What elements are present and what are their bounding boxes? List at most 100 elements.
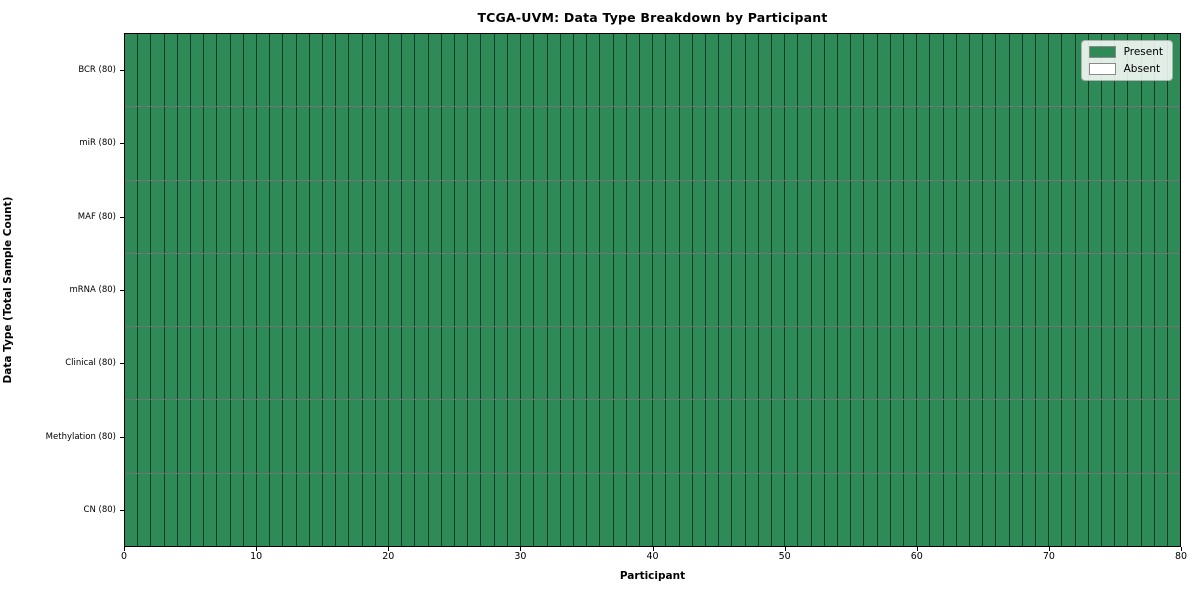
heatmap-cell bbox=[1168, 473, 1181, 546]
heatmap-cell bbox=[705, 473, 720, 546]
heatmap-cell bbox=[864, 34, 878, 107]
heatmap-cell bbox=[851, 180, 865, 253]
y-tick-mark bbox=[120, 69, 124, 71]
heatmap-cell bbox=[1009, 107, 1023, 180]
heatmap-cell bbox=[243, 180, 258, 253]
heatmap-cell bbox=[626, 473, 640, 546]
heatmap-cell bbox=[349, 34, 363, 107]
heatmap-cell bbox=[983, 473, 997, 546]
heatmap-cell bbox=[389, 473, 403, 546]
heatmap-cell bbox=[732, 327, 746, 400]
heatmap-cell bbox=[309, 400, 324, 473]
heatmap-cell bbox=[705, 400, 720, 473]
heatmap-cell bbox=[837, 34, 852, 107]
heatmap-cell bbox=[811, 327, 825, 400]
heatmap-cell bbox=[349, 253, 363, 327]
heatmap-cell bbox=[230, 180, 244, 253]
heatmap-cell bbox=[996, 34, 1010, 107]
heatmap-cell bbox=[864, 180, 878, 253]
x-tick-label: 50 bbox=[778, 551, 791, 562]
heatmap-cell bbox=[283, 107, 297, 180]
heatmap-cell bbox=[745, 253, 759, 327]
heatmap-cell bbox=[336, 107, 350, 180]
heatmap-cell bbox=[996, 253, 1010, 327]
heatmap-cell bbox=[1022, 34, 1037, 107]
heatmap-cell bbox=[943, 180, 957, 253]
heatmap-cell bbox=[798, 180, 812, 253]
heatmap-cell bbox=[402, 107, 416, 180]
heatmap-cell bbox=[521, 107, 535, 180]
heatmap-cell bbox=[151, 180, 165, 253]
heatmap-cell bbox=[1088, 180, 1103, 253]
heatmap-cell bbox=[758, 327, 772, 400]
heatmap-cell bbox=[296, 473, 310, 546]
heatmap-cell bbox=[785, 34, 799, 107]
heatmap-cell bbox=[1088, 473, 1103, 546]
x-tick-label: 20 bbox=[382, 551, 395, 562]
heatmap-cell bbox=[890, 107, 904, 180]
heatmap-cell bbox=[243, 400, 258, 473]
heatmap-cell bbox=[785, 253, 799, 327]
heatmap-cell bbox=[613, 400, 627, 473]
heatmap-cell bbox=[1062, 400, 1076, 473]
heatmap-cell bbox=[626, 107, 640, 180]
heatmap-cell bbox=[719, 400, 733, 473]
heatmap-cell bbox=[164, 107, 178, 180]
heatmap-cell bbox=[560, 327, 574, 400]
heatmap-cell bbox=[177, 400, 192, 473]
y-tick-label: BCR (80) bbox=[78, 64, 116, 75]
heatmap-cell bbox=[375, 400, 390, 473]
heatmap-cell bbox=[389, 253, 403, 327]
heatmap-cell bbox=[600, 107, 614, 180]
heatmap-cell bbox=[494, 107, 508, 180]
heatmap-cell bbox=[336, 180, 350, 253]
heatmap-cell bbox=[389, 180, 403, 253]
heatmap-cell bbox=[666, 180, 680, 253]
heatmap-cell bbox=[943, 253, 957, 327]
heatmap-cell bbox=[851, 400, 865, 473]
x-axis-label: Participant bbox=[619, 570, 686, 582]
heatmap-cell bbox=[653, 473, 667, 546]
heatmap-cell bbox=[151, 107, 165, 180]
heatmap-cell bbox=[349, 327, 363, 400]
chart-title: TCGA-UVM: Data Type Breakdown by Partici… bbox=[477, 10, 828, 25]
x-tick-mark bbox=[784, 547, 786, 551]
heatmap-cell bbox=[1009, 34, 1023, 107]
heatmap-cell bbox=[851, 327, 865, 400]
heatmap-cell bbox=[441, 327, 456, 400]
heatmap-cell bbox=[771, 327, 786, 400]
heatmap-cell bbox=[666, 253, 680, 327]
heatmap-cell bbox=[864, 107, 878, 180]
heatmap-cell bbox=[653, 327, 667, 400]
heatmap-cell bbox=[309, 34, 324, 107]
heatmap-cell bbox=[639, 180, 654, 253]
heatmap-cell bbox=[151, 34, 165, 107]
heatmap-cell bbox=[1115, 473, 1129, 546]
heatmap-cell bbox=[639, 327, 654, 400]
heatmap-cell bbox=[217, 34, 231, 107]
heatmap-cell bbox=[626, 180, 640, 253]
heatmap-cell bbox=[890, 400, 904, 473]
heatmap-cell bbox=[1062, 327, 1076, 400]
heatmap-cell bbox=[138, 327, 152, 400]
heatmap-cell bbox=[1036, 327, 1050, 400]
x-tick-mark bbox=[124, 547, 125, 551]
heatmap-cell bbox=[309, 253, 324, 327]
heatmap-cell bbox=[851, 34, 865, 107]
legend-item: Absent bbox=[1088, 63, 1163, 75]
heatmap-cell bbox=[771, 400, 786, 473]
heatmap-cell bbox=[296, 253, 310, 327]
heatmap-cell bbox=[705, 34, 720, 107]
heatmap-cell bbox=[402, 253, 416, 327]
heatmap-cell bbox=[164, 473, 178, 546]
heatmap-cell bbox=[824, 180, 838, 253]
heatmap-cell bbox=[1049, 180, 1063, 253]
heatmap-cell bbox=[270, 34, 284, 107]
heatmap-cell bbox=[204, 327, 218, 400]
heatmap-cell bbox=[428, 253, 442, 327]
heatmap-cell bbox=[177, 327, 192, 400]
heatmap-cell bbox=[191, 400, 205, 473]
heatmap-cell bbox=[164, 34, 178, 107]
heatmap-cell bbox=[402, 34, 416, 107]
heatmap-cell bbox=[851, 473, 865, 546]
